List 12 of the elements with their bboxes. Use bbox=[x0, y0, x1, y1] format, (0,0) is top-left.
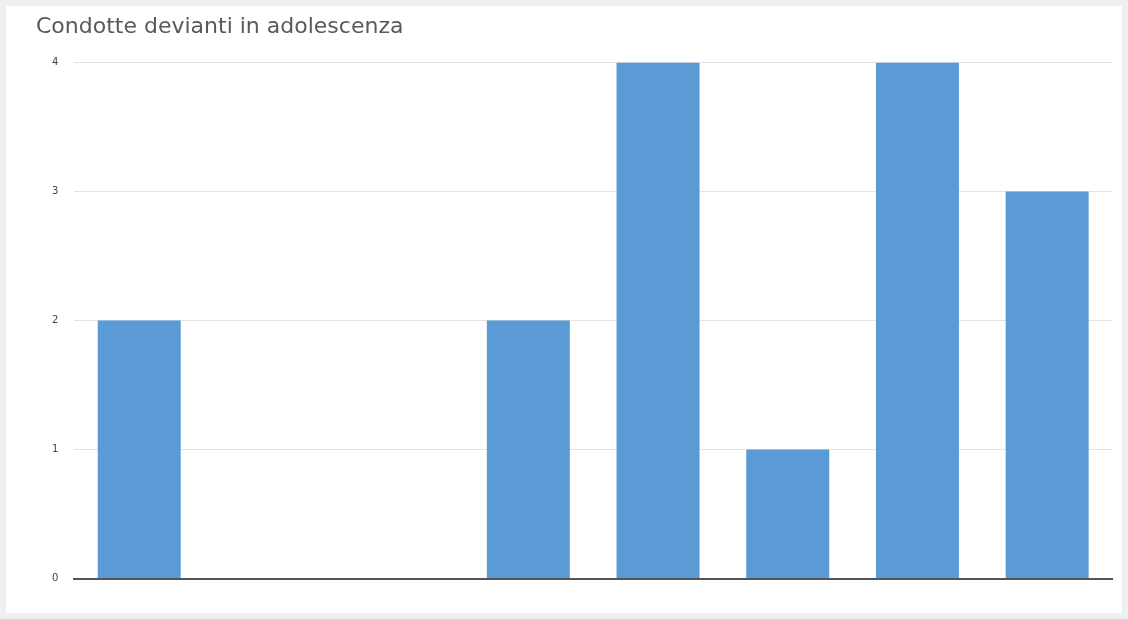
y-tick-label: 2 bbox=[51, 314, 59, 326]
bar bbox=[486, 320, 570, 579]
y-tick-label: 3 bbox=[51, 185, 59, 197]
bar bbox=[1005, 191, 1089, 579]
bar bbox=[746, 449, 830, 579]
y-tick-label: 4 bbox=[51, 55, 59, 67]
chart-title: Condotte devianti in adolescenza bbox=[36, 12, 404, 38]
bar bbox=[616, 62, 700, 579]
bar bbox=[97, 320, 181, 579]
y-tick-label: 0 bbox=[51, 572, 59, 584]
y-tick-label: 1 bbox=[51, 443, 59, 455]
bar bbox=[875, 62, 959, 579]
